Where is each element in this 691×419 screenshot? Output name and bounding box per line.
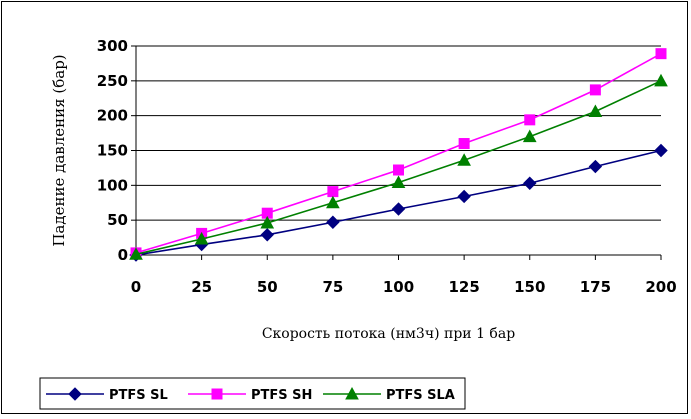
grid-lines	[136, 45, 661, 221]
y-tick-label: 200	[97, 107, 128, 125]
x-axis-label: Скорость потока (нм3ч) при 1 бар	[262, 326, 515, 342]
square-marker	[655, 48, 667, 60]
y-tick-label: 0	[118, 246, 128, 264]
legend-label: PTFS SLA	[386, 388, 455, 403]
diamond-marker	[523, 176, 537, 190]
x-tick-label: 50	[257, 278, 278, 296]
triangle-marker	[588, 104, 603, 117]
x-tick-label: 0	[131, 278, 141, 296]
square-marker	[589, 84, 601, 96]
square-marker	[211, 388, 223, 400]
y-axis-label: Падение давления (бар)	[50, 54, 68, 246]
legend-entry: PTFS SH	[188, 388, 312, 403]
series-group	[129, 48, 668, 262]
diamond-marker	[588, 159, 603, 174]
y-tick-label: 50	[107, 211, 128, 229]
x-tick-label: 125	[448, 278, 479, 296]
square-marker	[524, 114, 536, 126]
square-marker	[327, 186, 339, 198]
legend-entry: PTFS SLA	[323, 386, 455, 403]
triangle-marker	[194, 231, 209, 245]
diamond-marker	[326, 215, 340, 229]
y-tick-label: 250	[97, 72, 128, 90]
triangle-marker	[260, 215, 275, 229]
triangle-marker	[654, 73, 668, 87]
x-tick-label: 200	[645, 278, 676, 296]
series-ptfs-sla	[129, 73, 668, 260]
x-tick-label: 150	[514, 278, 545, 296]
triangle-marker	[345, 386, 359, 400]
diamond-marker	[457, 189, 471, 204]
triangle-marker	[391, 175, 406, 189]
square-marker	[393, 164, 404, 176]
legend-label: PTFS SH	[251, 388, 312, 403]
legend-box	[39, 377, 466, 410]
x-tick-label: 175	[580, 278, 611, 296]
x-tick-labels: 0 25 50 75 100 125 150 175 200	[131, 278, 677, 296]
x-tick-label: 25	[191, 278, 212, 296]
axes	[131, 45, 662, 260]
diamond-marker	[391, 202, 406, 216]
triangle-marker	[129, 247, 143, 260]
diamond-marker	[68, 387, 82, 401]
y-tick-labels: 0 50 100 150 200 250 300	[97, 37, 128, 264]
y-tick-label: 100	[97, 176, 128, 194]
series-line	[135, 52, 662, 254]
square-marker	[458, 138, 470, 150]
series-ptfs-sl	[129, 143, 668, 262]
series-ptfs-sh	[130, 48, 667, 259]
y-tick-label: 300	[97, 37, 128, 55]
diamond-marker	[654, 143, 668, 158]
chart-frame: 0 50 100 150 200 250 300 0 25 50 75 100 125 150 175 20…	[1, 1, 688, 414]
diamond-marker	[260, 228, 274, 242]
triangle-marker	[326, 195, 340, 209]
triangle-marker	[457, 153, 471, 166]
triangle-marker	[522, 129, 537, 143]
legend-entry: PTFS SL	[46, 387, 168, 403]
legend-label: PTFS SL	[109, 388, 168, 403]
x-tick-label: 75	[322, 278, 343, 296]
legend: PTFS SL PTFS SH PTFS SLA	[39, 377, 466, 410]
y-tick-label: 150	[97, 142, 128, 160]
x-tick-label: 100	[383, 278, 414, 296]
